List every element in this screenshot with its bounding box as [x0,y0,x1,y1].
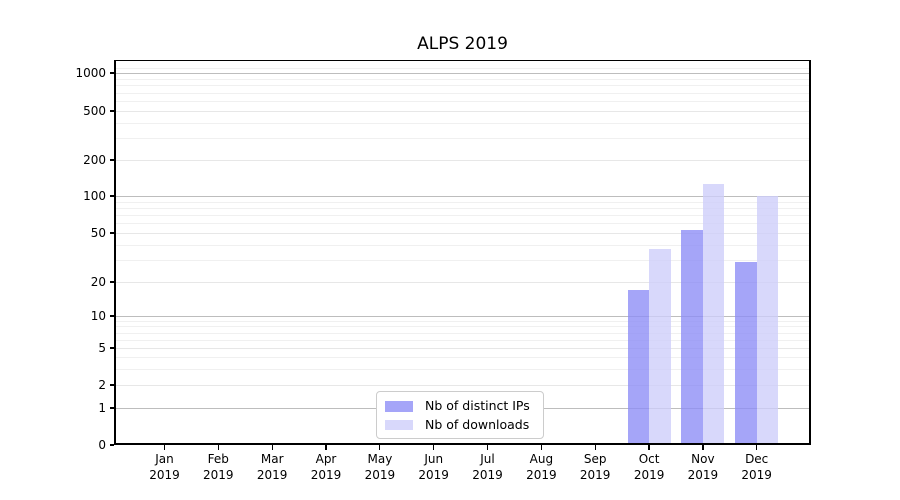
top-spine [114,59,811,62]
legend-label-downloads: Nb of downloads [425,416,530,432]
y-tick-label: 0 [98,438,106,452]
plot-area [114,59,811,445]
x-tick-label: Aug 2019 [526,452,557,482]
y-tick-label: 2 [98,378,106,392]
gridline-minor [114,368,811,370]
y-tick-mark [109,315,114,317]
gridline-minor [114,339,811,341]
x-tick-label: Sep 2019 [579,452,611,482]
y-tick-mark [109,195,114,197]
y-tick-label: 1 [98,401,106,415]
y-tick-label: 200 [83,153,106,167]
legend-swatch-downloads [385,419,413,430]
gridline-minor [114,85,811,87]
gridline-minor [114,223,811,225]
gridline [114,196,811,198]
x-tick-mark [433,445,435,450]
y-tick-label: 500 [83,104,106,118]
legend-swatch-distinct-ips [385,401,413,412]
y-tick-mark [109,281,114,283]
x-tick-label: Jul 2019 [472,452,503,482]
gridline-minor [114,320,811,322]
legend-label-distinct-ips: Nb of distinct IPs [425,398,530,414]
gridline [114,160,811,161]
x-tick-label: Jan 2019 [149,452,180,482]
y-tick-label: 10 [90,309,106,323]
gridline-minor [114,68,811,69]
gridline-minor [114,244,811,246]
x-tick-mark [702,445,704,450]
x-tick-mark [486,445,489,450]
x-tick-mark [540,445,542,450]
y-tick-label: 50 [90,226,106,240]
gridline-minor [114,201,811,203]
gridline-minor [114,101,811,102]
x-tick-label: Apr 2019 [310,452,342,482]
x-tick-mark [648,445,650,450]
x-tick-label: Mar 2019 [256,452,288,482]
gridline [114,316,811,318]
x-tick-mark [163,445,166,450]
gridline-minor [114,332,811,334]
gridline-minor [114,92,811,94]
gridline [114,111,811,112]
gridline [114,233,811,234]
gridline [114,282,811,283]
legend-entry-distinct-ips: Nb of distinct IPs [385,397,535,415]
x-tick-mark [594,445,596,450]
chart-title: ALPS 2019 [417,34,508,54]
y-tick-mark [109,72,114,74]
gridline-minor [114,138,811,140]
bar-downloads-nov [702,184,725,445]
legend-entry-downloads: Nb of downloads [385,416,535,434]
gridline-minor [114,260,811,262]
y-tick-label: 100 [83,189,106,203]
bar-downloads-dec [756,196,779,445]
right-spine [809,59,811,445]
gridline-minor [114,78,811,80]
x-tick-mark [271,445,273,450]
y-tick-mark [109,444,114,446]
y-tick-mark [109,232,114,234]
y-tick-label: 20 [90,275,106,289]
y-tick-label: 1000 [75,66,106,80]
y-tick-label: 5 [98,341,106,355]
legend: Nb of distinct IPs Nb of downloads [376,391,544,439]
y-tick-mark [109,347,114,349]
x-tick-label: May 2019 [364,452,396,482]
y-tick-mark [109,159,114,161]
x-tick-mark [325,445,327,450]
x-tick-mark [379,445,381,450]
gridline-minor [114,357,811,358]
gridline-minor [114,215,811,216]
bar-distinct-ips-nov [681,229,703,445]
x-tick-label: Jun 2019 [418,452,449,482]
bottom-spine [114,443,811,445]
gridline [114,348,811,349]
left-spine [114,59,116,445]
bar-distinct-ips-oct [627,290,650,445]
gridline [114,385,811,386]
x-tick-mark [756,445,758,450]
bar-downloads-oct [649,249,671,445]
x-tick-label: Oct 2019 [633,452,665,482]
x-tick-label: Dec 2019 [741,452,772,482]
x-tick-mark [217,445,219,450]
gridline-minor [114,207,811,209]
y-tick-mark [109,407,114,409]
y-tick-mark [109,110,114,112]
gridline [114,73,811,75]
bar-distinct-ips-dec [735,262,757,445]
x-tick-label: Feb 2019 [203,452,234,482]
x-tick-label: Nov 2019 [687,452,719,482]
gridline-minor [114,326,811,328]
gridline-minor [114,122,811,124]
y-tick-mark [109,384,114,386]
